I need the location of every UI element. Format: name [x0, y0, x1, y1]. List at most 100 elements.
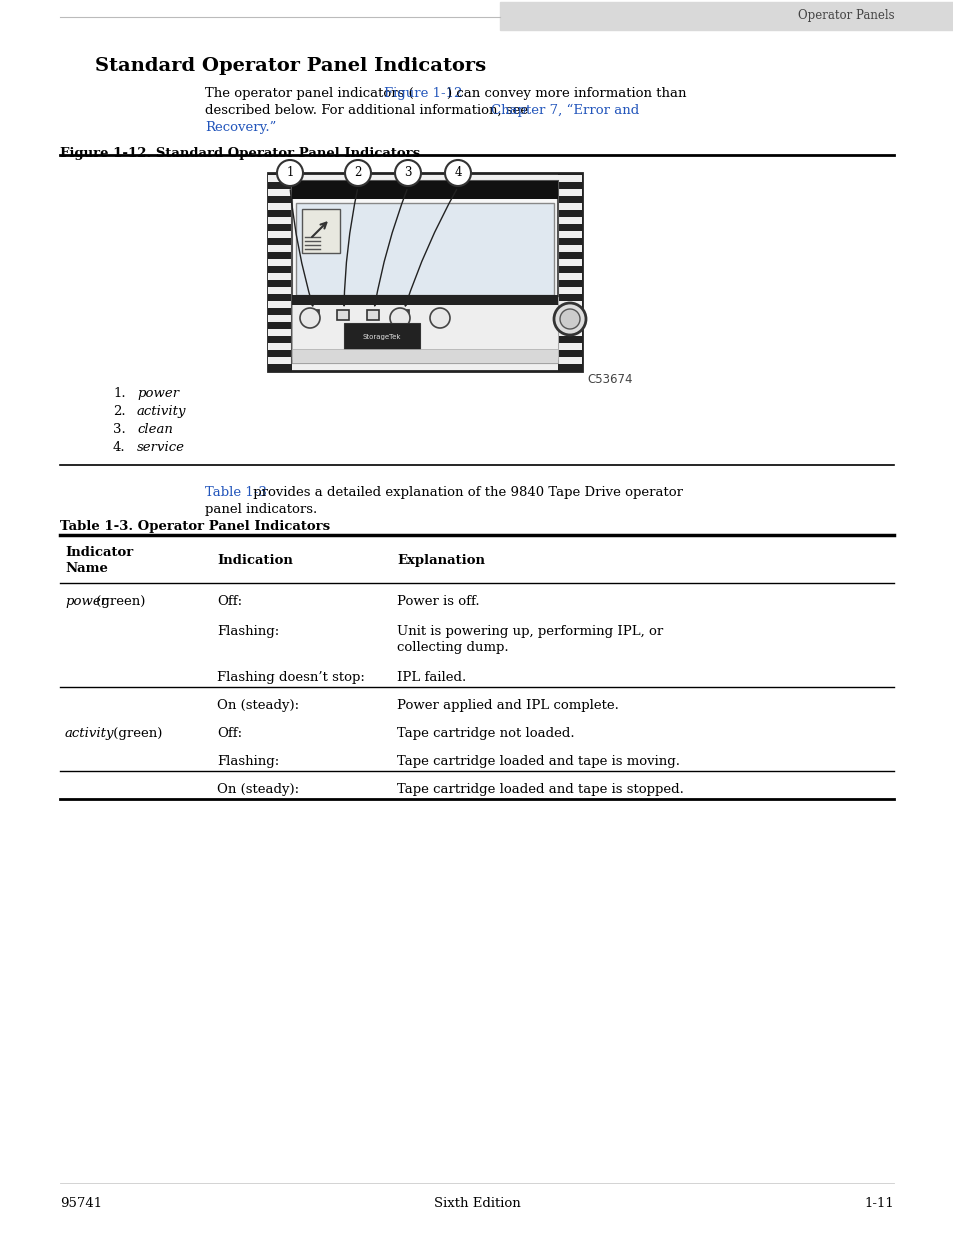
- Bar: [268, 173, 581, 370]
- Bar: [268, 322, 292, 329]
- Text: described below. For additional information, see: described below. For additional informat…: [205, 104, 532, 117]
- Circle shape: [559, 309, 579, 329]
- Text: C53674: C53674: [586, 373, 632, 387]
- Bar: [268, 336, 292, 343]
- Text: The operator panel indicators (: The operator panel indicators (: [205, 86, 414, 100]
- Text: Tape cartridge not loaded.: Tape cartridge not loaded.: [396, 727, 574, 740]
- Text: provides a detailed explanation of the 9840 Tape Drive operator: provides a detailed explanation of the 9…: [249, 487, 682, 499]
- Text: On (steady):: On (steady):: [216, 699, 299, 713]
- Text: IPL failed.: IPL failed.: [396, 671, 466, 684]
- Text: (green): (green): [92, 595, 146, 608]
- Bar: [558, 175, 581, 182]
- Bar: [367, 310, 378, 320]
- Bar: [558, 287, 581, 294]
- Bar: [558, 343, 581, 350]
- Text: Indication: Indication: [216, 555, 293, 567]
- Bar: [558, 182, 581, 189]
- Bar: [268, 203, 292, 210]
- Bar: [558, 173, 581, 175]
- Bar: [268, 266, 292, 273]
- Circle shape: [276, 161, 303, 186]
- Bar: [268, 189, 292, 196]
- Bar: [268, 259, 292, 266]
- Text: 1.: 1.: [112, 387, 126, 400]
- Text: 4.: 4.: [112, 441, 126, 454]
- Bar: [558, 280, 581, 287]
- Bar: [292, 295, 558, 305]
- Text: Indicator: Indicator: [65, 546, 133, 559]
- Text: 2: 2: [354, 167, 361, 179]
- Text: Table 1-3: Table 1-3: [205, 487, 267, 499]
- Bar: [558, 238, 581, 245]
- Bar: [268, 280, 292, 287]
- Text: activity: activity: [137, 405, 186, 417]
- Bar: [344, 324, 419, 351]
- Bar: [295, 203, 554, 295]
- Bar: [558, 224, 581, 231]
- Bar: [558, 294, 581, 301]
- Text: Flashing:: Flashing:: [216, 755, 279, 768]
- Bar: [268, 224, 292, 231]
- Text: 4: 4: [454, 167, 461, 179]
- Text: 95741: 95741: [60, 1197, 102, 1210]
- Bar: [268, 210, 292, 217]
- Bar: [396, 310, 409, 320]
- Bar: [558, 273, 581, 280]
- Text: 3.: 3.: [112, 424, 126, 436]
- Text: StorageTek: StorageTek: [362, 333, 401, 340]
- Bar: [268, 287, 292, 294]
- Text: (green): (green): [109, 727, 162, 740]
- Bar: [558, 329, 581, 336]
- Text: Sixth Edition: Sixth Edition: [434, 1197, 519, 1210]
- Bar: [558, 231, 581, 238]
- Bar: [268, 329, 292, 336]
- Bar: [268, 364, 292, 370]
- Text: Power applied and IPL complete.: Power applied and IPL complete.: [396, 699, 618, 713]
- Bar: [302, 209, 339, 253]
- Text: Standard Operator Panel Indicators: Standard Operator Panel Indicators: [95, 57, 486, 75]
- Text: Flashing:: Flashing:: [216, 625, 279, 638]
- Bar: [558, 308, 581, 315]
- Bar: [268, 173, 292, 175]
- Text: Off:: Off:: [216, 595, 242, 608]
- Bar: [558, 364, 581, 370]
- Bar: [268, 357, 292, 364]
- Bar: [268, 252, 292, 259]
- Bar: [292, 350, 558, 363]
- Circle shape: [299, 308, 319, 329]
- Bar: [558, 245, 581, 252]
- Text: Power is off.: Power is off.: [396, 595, 479, 608]
- Bar: [558, 203, 581, 210]
- Bar: [292, 182, 558, 199]
- Bar: [292, 182, 558, 363]
- Circle shape: [444, 161, 471, 186]
- Bar: [268, 238, 292, 245]
- Bar: [268, 217, 292, 224]
- Bar: [268, 294, 292, 301]
- Circle shape: [345, 161, 371, 186]
- Bar: [268, 350, 292, 357]
- Bar: [268, 231, 292, 238]
- Text: clean: clean: [137, 424, 172, 436]
- Bar: [434, 311, 443, 317]
- Bar: [268, 343, 292, 350]
- Bar: [558, 266, 581, 273]
- Bar: [558, 252, 581, 259]
- Text: Off:: Off:: [216, 727, 242, 740]
- Bar: [558, 350, 581, 357]
- Circle shape: [554, 303, 585, 335]
- Bar: [558, 322, 581, 329]
- Bar: [268, 273, 292, 280]
- Text: 3: 3: [404, 167, 412, 179]
- Bar: [558, 196, 581, 203]
- Text: Figure 1-12. Standard Operator Panel Indicators: Figure 1-12. Standard Operator Panel Ind…: [60, 147, 419, 161]
- Text: Chapter 7, “Error and: Chapter 7, “Error and: [491, 104, 639, 117]
- Text: Tape cartridge loaded and tape is moving.: Tape cartridge loaded and tape is moving…: [396, 755, 679, 768]
- Bar: [268, 245, 292, 252]
- Bar: [307, 310, 318, 320]
- Text: Figure 1-12: Figure 1-12: [384, 86, 462, 100]
- Bar: [558, 301, 581, 308]
- Bar: [558, 336, 581, 343]
- Text: Name: Name: [65, 562, 108, 576]
- Bar: [268, 301, 292, 308]
